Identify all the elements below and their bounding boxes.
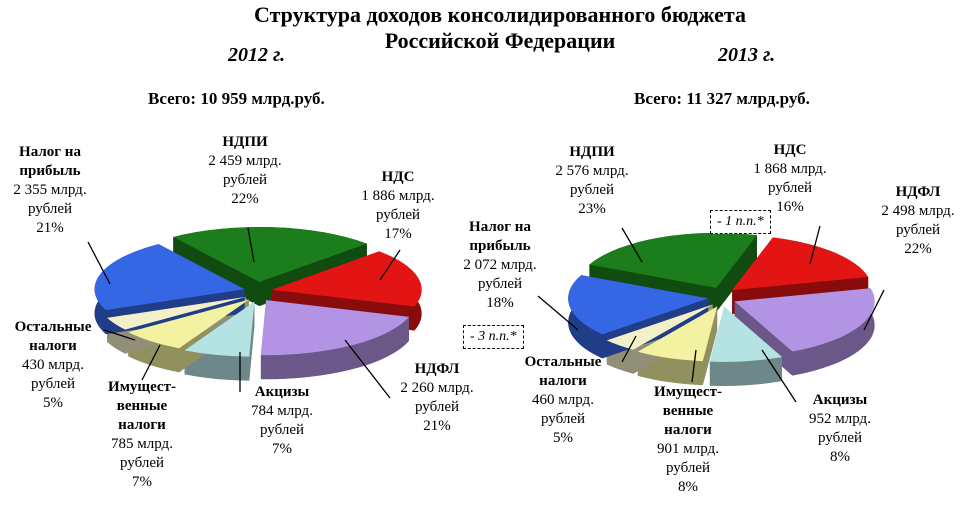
- leader-line: [863, 289, 885, 331]
- value-label: 784 млрд. рублей: [251, 403, 313, 438]
- share-label: 21%: [423, 418, 451, 434]
- annotation: - 1 п.п.*: [710, 210, 771, 234]
- category-label: НДФЛ: [895, 184, 941, 200]
- slice-tops: [94, 227, 422, 357]
- category-label: Акцизы: [254, 384, 310, 400]
- value-label: 2 576 млрд. рублей: [555, 163, 629, 198]
- category-label: Акцизы: [812, 392, 868, 408]
- category-label: Имущест-венные налоги: [654, 384, 722, 438]
- category-label: Остальные налоги: [524, 354, 602, 389]
- page-title: Структура доходов консолидированного бюд…: [253, 2, 747, 53]
- share-label: 18%: [486, 295, 514, 311]
- slice-top: [107, 296, 246, 330]
- slice-top: [94, 244, 245, 311]
- slice-top: [734, 288, 875, 352]
- chart-title: 2013 г.: [718, 44, 776, 66]
- data-label: НДФЛ 2 260 млрд. рублей 21%: [387, 360, 487, 436]
- slice-top: [184, 301, 255, 357]
- data-label: НДФЛ 2 498 млрд. рублей 22%: [868, 183, 968, 259]
- slice-top: [732, 237, 869, 291]
- slice-top: [568, 275, 709, 335]
- data-label: Акцизы 952 млрд. рублей 8%: [795, 391, 885, 467]
- category-label: НДС: [773, 142, 807, 158]
- value-label: 785 млрд. рублей: [111, 436, 173, 471]
- share-label: 16%: [776, 199, 804, 215]
- value-label: 460 млрд. рублей: [532, 392, 594, 427]
- value-label: 2 498 млрд. рублей: [881, 203, 955, 238]
- slice-top: [271, 251, 422, 307]
- slice-side: [792, 288, 875, 376]
- data-label: Налог на прибыль 2 355 млрд. рублей 21%: [0, 143, 100, 238]
- value-label: 901 млрд. рублей: [657, 441, 719, 476]
- chart-title: 2012 г.: [228, 44, 286, 66]
- data-label: Остальные налоги 430 млрд. рублей 5%: [3, 318, 103, 413]
- data-label: Акцизы 784 млрд. рублей 7%: [237, 383, 327, 459]
- category-label: НДПИ: [569, 144, 615, 160]
- chart-subtitle: Всего: 11 327 млрд.руб.: [634, 89, 810, 108]
- leader-line: [691, 349, 697, 383]
- data-label: Имущест-венные налоги 901 млрд. рублей 8%: [643, 383, 733, 497]
- share-label: 23%: [578, 201, 606, 217]
- leader-line: [621, 335, 637, 363]
- leader-line: [761, 349, 797, 403]
- slice-top: [128, 299, 249, 349]
- leader-line: [379, 249, 401, 281]
- share-label: 21%: [36, 220, 64, 236]
- annotation: - 3 п.п.*: [463, 325, 524, 349]
- value-label: 2 459 млрд. рублей: [208, 153, 282, 188]
- data-label: Налог на прибыль 2 072 млрд. рублей 18%: [445, 218, 555, 313]
- leader-line: [141, 344, 161, 381]
- value-label: 430 млрд. рублей: [22, 357, 84, 392]
- leader-line: [247, 227, 255, 263]
- slice-top: [173, 227, 367, 283]
- data-label: НДС 1 868 млрд. рублей 16%: [740, 141, 840, 217]
- value-label: 952 млрд. рублей: [809, 411, 871, 446]
- category-label: Имущест-венные налоги: [108, 379, 176, 433]
- slice-side: [184, 350, 250, 381]
- data-label: НДПИ 2 459 млрд. рублей 22%: [190, 133, 300, 209]
- slice-tops: [568, 232, 875, 362]
- share-label: 7%: [132, 474, 152, 490]
- data-label: Имущест-венные налоги 785 млрд. рублей 7%: [97, 378, 187, 492]
- category-label: НДПИ: [222, 134, 268, 150]
- leader-line: [344, 339, 391, 399]
- value-label: 1 886 млрд. рублей: [361, 188, 435, 223]
- data-label: Остальные налоги 460 млрд. рублей 5%: [513, 353, 613, 448]
- share-label: 5%: [553, 430, 573, 446]
- category-label: Остальные налоги: [14, 319, 92, 354]
- share-label: 22%: [904, 241, 932, 257]
- data-label: НДПИ 2 576 млрд. рублей 23%: [537, 143, 647, 219]
- slice-top: [709, 306, 783, 362]
- chart-subtitle: Всего: 10 959 млрд.руб.: [148, 89, 325, 108]
- category-label: Налог на прибыль: [469, 219, 531, 254]
- value-label: 1 868 млрд. рублей: [753, 161, 827, 196]
- leader-line: [537, 295, 579, 331]
- slice-top: [589, 232, 757, 288]
- category-label: НДС: [381, 169, 415, 185]
- share-label: 22%: [231, 191, 259, 207]
- slice-top: [606, 304, 713, 350]
- slice-side: [709, 356, 783, 386]
- value-label: 2 072 млрд. рублей: [463, 257, 537, 292]
- slice-side: [260, 316, 409, 380]
- share-label: 8%: [678, 479, 698, 495]
- value-label: 2 260 млрд. рублей: [400, 380, 474, 415]
- leader-line: [809, 225, 821, 265]
- share-label: 5%: [43, 395, 63, 411]
- leader-line: [87, 241, 111, 285]
- share-label: 17%: [384, 226, 412, 242]
- leader-line: [621, 227, 643, 263]
- share-label: 8%: [830, 449, 850, 465]
- share-label: 7%: [272, 441, 292, 457]
- slice-top: [637, 306, 718, 362]
- slice-top: [260, 300, 409, 356]
- category-label: НДФЛ: [414, 361, 460, 377]
- category-label: Налог на прибыль: [19, 144, 81, 179]
- leader-line: [103, 329, 136, 341]
- data-label: НДС 1 886 млрд. рублей 17%: [348, 168, 448, 244]
- value-label: 2 355 млрд. рублей: [13, 182, 87, 217]
